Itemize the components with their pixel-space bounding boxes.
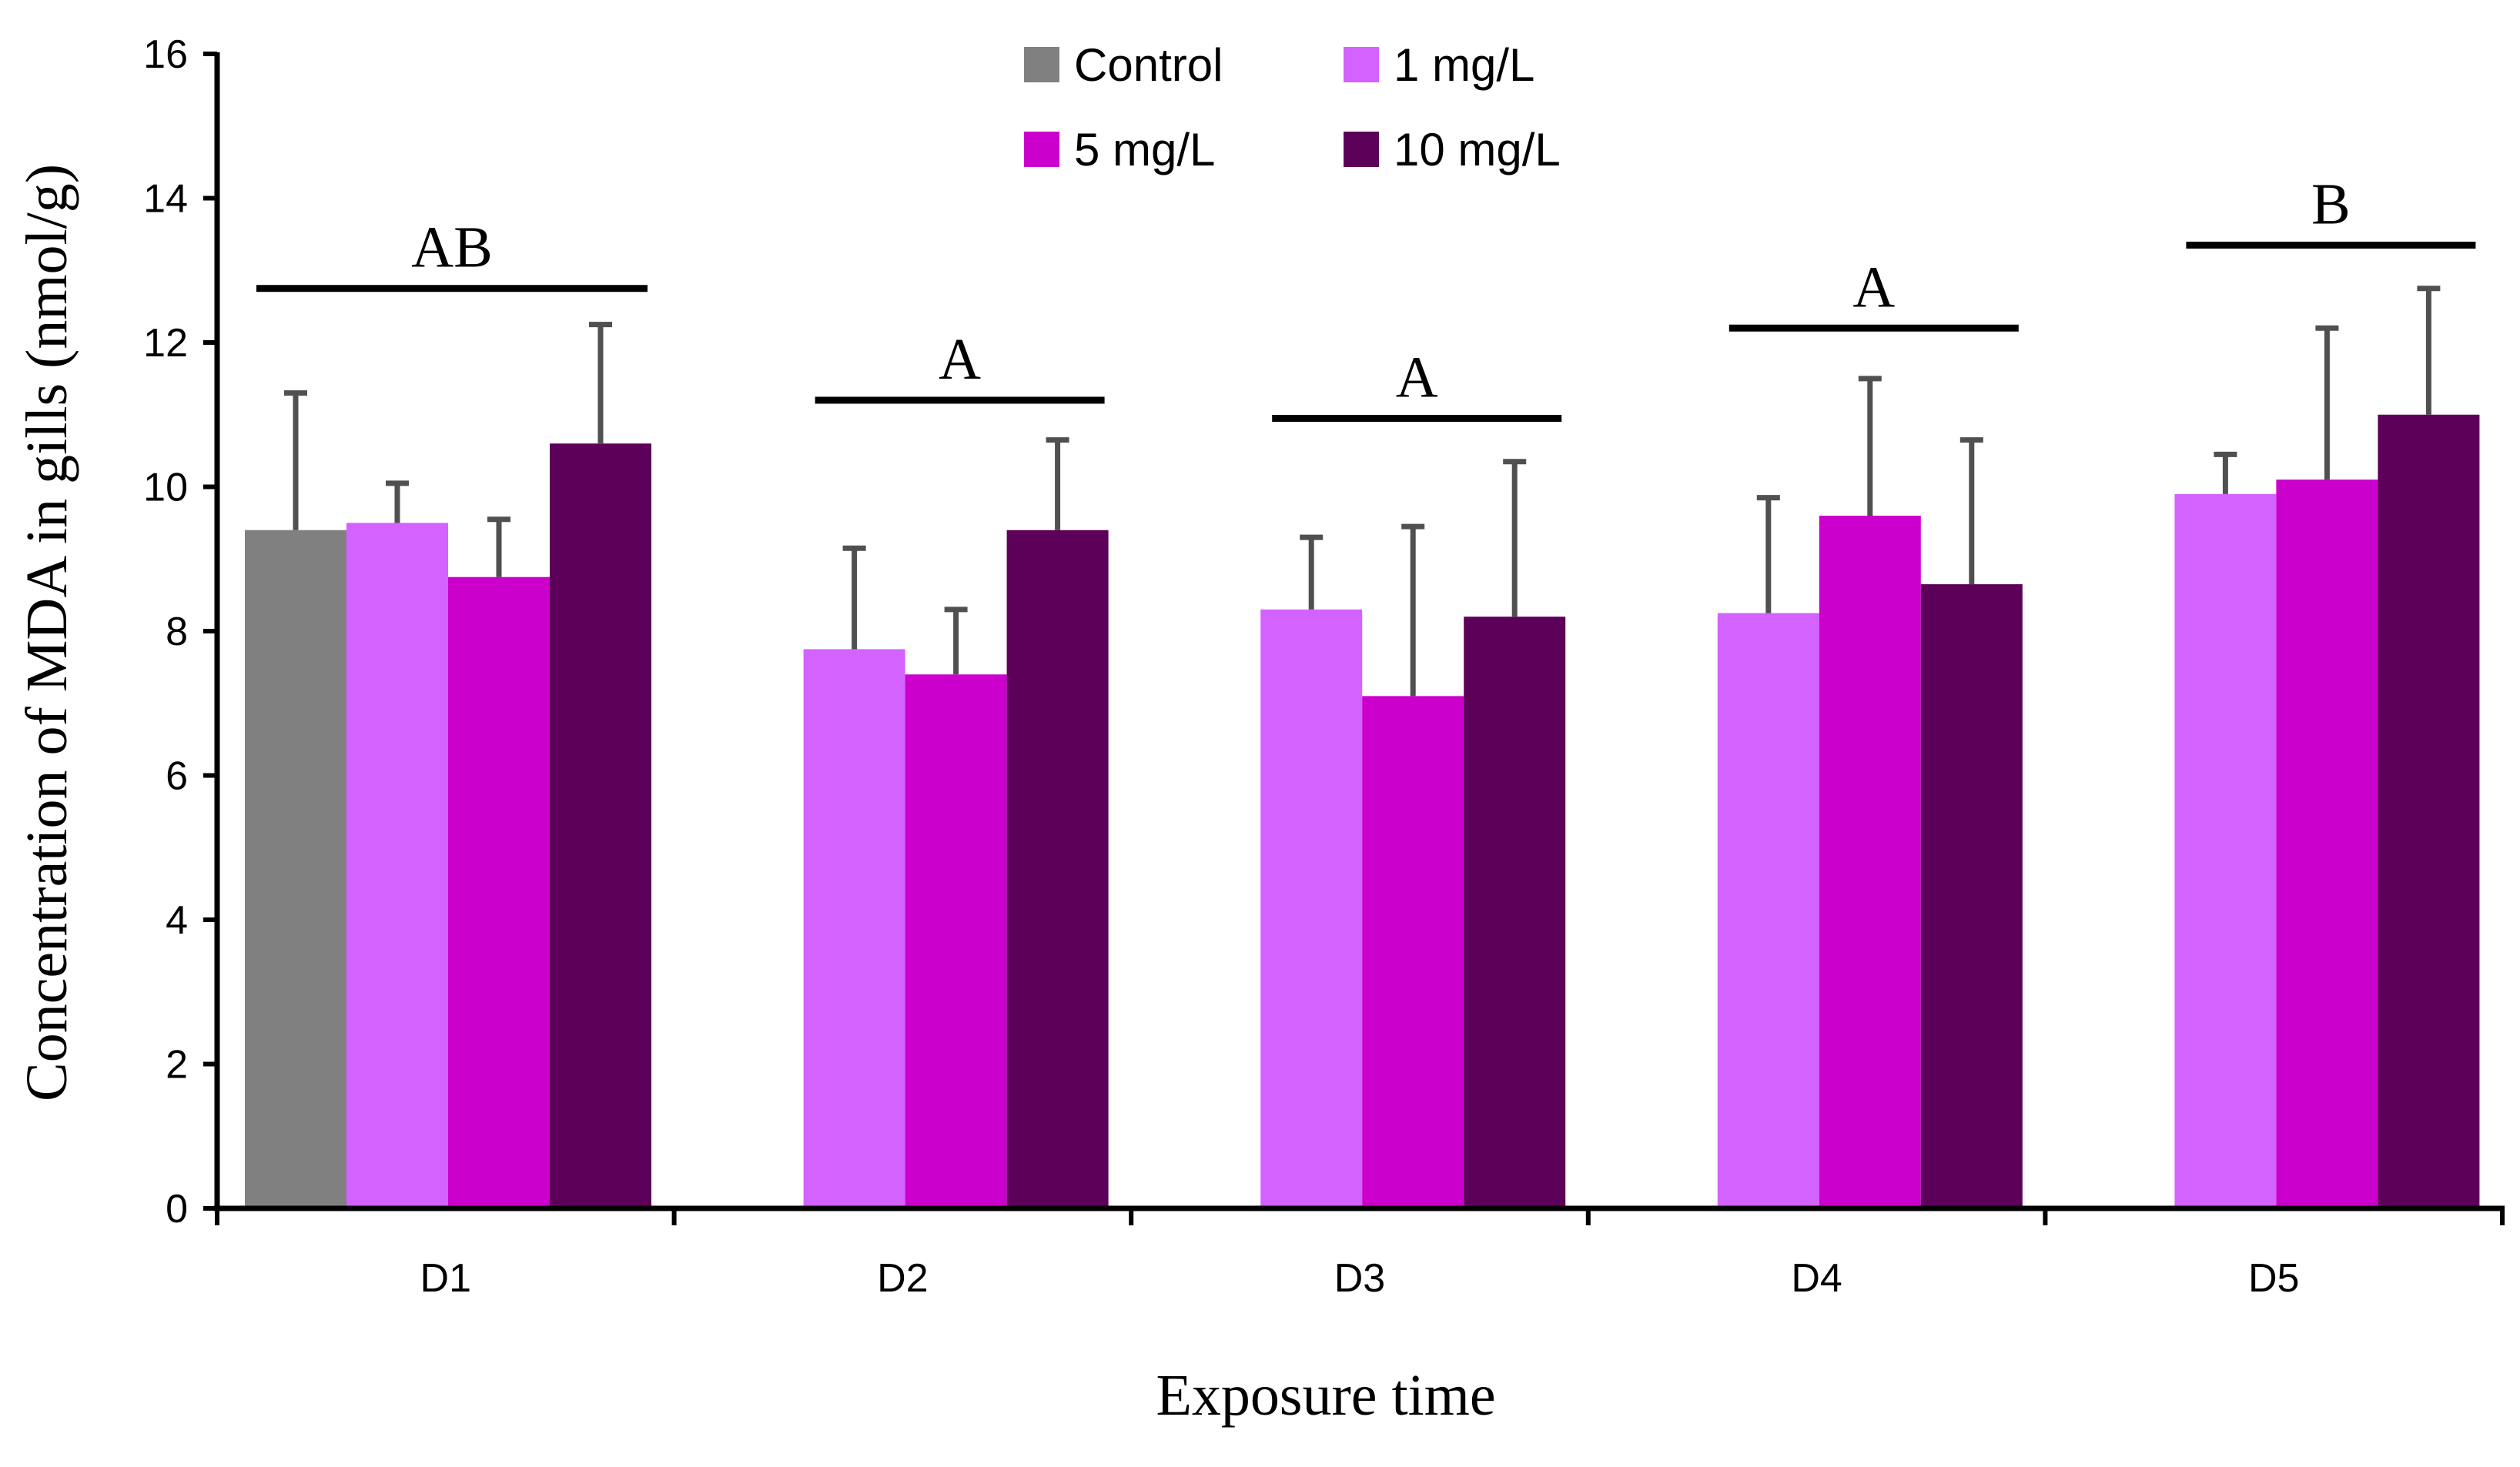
x-tick-label-d4: D4: [1791, 1256, 1842, 1301]
significance-label-d5: B: [2311, 172, 2351, 236]
legend-swatch-control: [1024, 47, 1059, 82]
x-tick-label-d1: D1: [420, 1256, 471, 1301]
legend-swatch-5-mg-l: [1024, 132, 1059, 167]
bar-d5-1-mg-l: [2174, 493, 2277, 1208]
legend-label-10-mg-l: 10 mg/L: [1394, 124, 1561, 175]
legend-label-1-mg-l: 1 mg/L: [1394, 39, 1534, 91]
bars-layer: [245, 414, 2480, 1208]
significance-label-d2: A: [939, 327, 981, 392]
y-tick-label: 12: [143, 321, 188, 366]
significance-annotations-layer: ABA AAB: [256, 172, 2476, 422]
x-tick-label-d3: D3: [1334, 1256, 1385, 1301]
significance-label-d1: AB: [411, 216, 493, 280]
bar-d1-1-mg-l: [346, 523, 448, 1208]
bar-d4-5-mg-l: [1819, 516, 1921, 1208]
bar-d4-1-mg-l: [1717, 613, 1819, 1208]
bar-d4-10-mg-l: [1920, 584, 2023, 1208]
y-tick-label: 6: [166, 754, 188, 799]
bar-d1-control: [245, 530, 346, 1208]
legend-swatch-1-mg-l: [1344, 47, 1379, 82]
bar-d3-10-mg-l: [1464, 617, 1566, 1208]
bar-d1-10-mg-l: [550, 443, 651, 1208]
significance-label-d4: A: [1852, 255, 1895, 319]
y-tick-label: 10: [143, 466, 188, 510]
y-tick-label: 16: [143, 32, 188, 77]
legend-label-control: Control: [1074, 39, 1223, 91]
bar-d2-1-mg-l: [803, 649, 905, 1208]
bar-d3-1-mg-l: [1260, 609, 1363, 1208]
bar-d2-10-mg-l: [1006, 530, 1109, 1208]
y-axis-title: Concentration of MDA in gills (nmol/g): [15, 164, 79, 1101]
y-tick-label: 4: [166, 898, 188, 943]
y-tick-label: 8: [166, 610, 188, 654]
legend-label-5-mg-l: 5 mg/L: [1074, 124, 1215, 175]
significance-label-d3: A: [1396, 345, 1438, 409]
bar-d2-5-mg-l: [905, 674, 1007, 1208]
x-axis-title: Exposure time: [1156, 1363, 1495, 1428]
x-tick-label-d5: D5: [2248, 1256, 2299, 1301]
bar-d5-5-mg-l: [2276, 480, 2378, 1208]
bar-d1-5-mg-l: [448, 576, 550, 1208]
y-tick-label: 2: [166, 1043, 188, 1088]
y-tick-label: 14: [143, 177, 188, 222]
axes-layer: 0 2 4 6 8 10 12 14 16 D1 D2 D3 D4 D5: [143, 32, 2505, 1301]
x-tick-label-d2: D2: [877, 1256, 928, 1301]
legend-swatch-10-mg-l: [1344, 132, 1379, 167]
y-tick-label: 0: [166, 1187, 188, 1231]
error-bars-layer: [284, 286, 2441, 697]
bar-d5-10-mg-l: [2378, 414, 2480, 1208]
legend: Control 1 mg/L 5 mg/L 10 mg/L: [1024, 39, 1561, 175]
bar-d3-5-mg-l: [1362, 696, 1464, 1208]
